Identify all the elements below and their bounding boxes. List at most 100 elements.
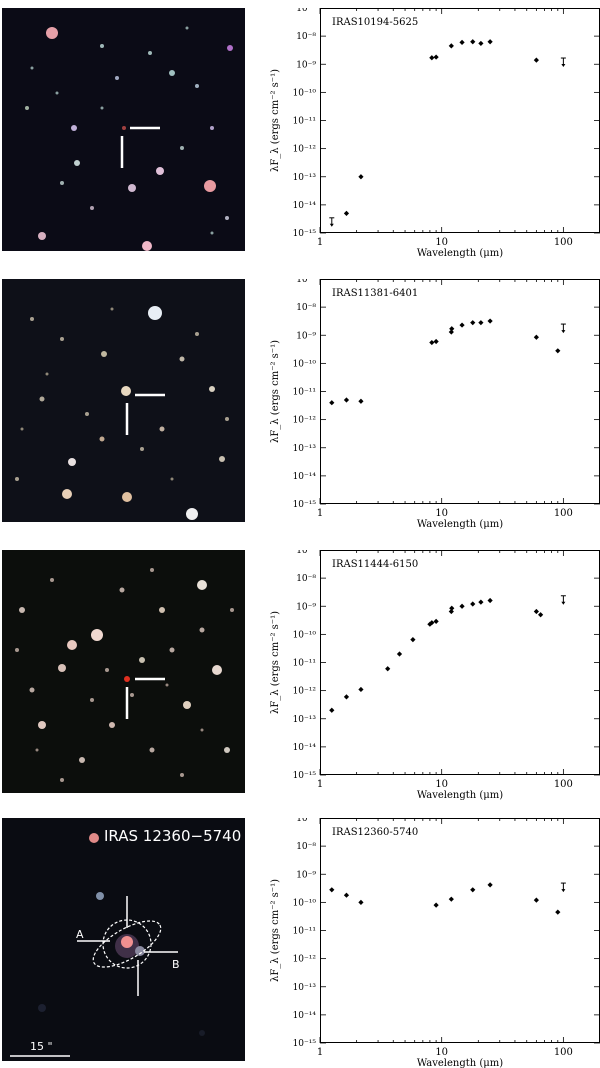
data-point — [343, 397, 350, 403]
data-point — [533, 608, 539, 615]
marker-label-a: A — [76, 928, 84, 941]
scale-label: 15 " — [30, 1040, 53, 1053]
y-tick-label: 10⁻¹¹ — [293, 117, 316, 127]
x-tick-label: 10 — [435, 508, 448, 519]
x-tick-label: 100 — [554, 779, 573, 790]
sed-plot-4: 1 10 100 10⁻¹⁵ 10⁻¹⁴ 10⁻¹³ 10⁻¹² 10⁻¹¹ 10⁻¹⁰ 10⁻⁹… — [270, 818, 600, 1068]
upper-limit-arrow — [561, 889, 566, 893]
y-tick-label: 10⁻⁹ — [296, 60, 316, 70]
y-tick-label: 10⁻¹² — [293, 955, 317, 965]
y-tick-label: 10⁻¹¹ — [293, 659, 316, 669]
x-axis-label: Wavelength (μm) — [417, 1058, 503, 1068]
y-tick-label: 10⁻¹² — [293, 416, 317, 426]
y-tick-label: 10⁻¹⁵ — [293, 771, 317, 781]
stars-2 — [15, 306, 229, 520]
plot-frame — [320, 550, 600, 775]
x-tick-label: 1 — [317, 779, 323, 790]
panel-row-4: IRAS 12360−5740 A B 15 " 1 10 100 10⁻¹⁵ 10⁻¹… — [0, 818, 600, 1068]
stars-3 — [15, 568, 234, 782]
y-axis-label: λF_λ (ergs cm⁻² s⁻¹) — [270, 879, 281, 982]
y-tick-label: 10⁻¹⁰ — [293, 88, 317, 98]
data-point — [533, 897, 539, 903]
data-point — [459, 603, 465, 609]
y-tick-label: 10⁻⁸ — [296, 574, 316, 584]
y-tick-label: 10⁻¹⁵ — [293, 229, 317, 239]
data-point — [343, 210, 350, 216]
x-axis-label: Wavelength (μm) — [417, 248, 503, 258]
data-point — [329, 400, 335, 406]
panel-row-3: 1 10 100 10⁻¹⁵ 10⁻¹⁴ 10⁻¹³ 10⁻¹² 10⁻¹¹ 10⁻¹⁰ 10⁻⁹… — [0, 550, 600, 800]
upper-limit-arrow — [561, 601, 566, 605]
plot-frame — [320, 279, 600, 504]
sky-image-1 — [2, 8, 245, 251]
y-tick-label: 10⁻⁹ — [296, 331, 316, 341]
x-tick-label: 10 — [435, 779, 448, 790]
data-point — [449, 326, 455, 332]
data-point — [555, 348, 561, 354]
data-point — [448, 896, 454, 902]
plot-frame — [320, 818, 600, 1043]
x-tick-label: 1 — [317, 237, 323, 248]
data-point — [449, 605, 455, 611]
data-point — [470, 601, 476, 607]
x-tick-label: 1 — [317, 508, 323, 519]
data-point — [448, 329, 454, 335]
y-tick-label: 10⁻⁹ — [296, 602, 316, 612]
data-point — [487, 882, 493, 888]
data-point — [459, 322, 465, 328]
y-axis-label: λF_λ (ergs cm⁻² s⁻¹) — [270, 340, 281, 443]
data-point — [470, 39, 476, 45]
data-point — [329, 887, 335, 893]
y-tick-label: 10⁻¹¹ — [293, 388, 316, 398]
data-point — [358, 686, 364, 693]
data-point — [459, 39, 465, 45]
data-point — [478, 320, 484, 326]
data-point — [433, 902, 439, 908]
x-tick-label: 10 — [435, 1047, 448, 1058]
data-point — [433, 618, 439, 624]
stars-4 — [38, 833, 205, 1036]
data-point — [487, 597, 493, 604]
sky-image-2 — [2, 279, 245, 522]
data-point — [478, 599, 484, 605]
y-tick-label: 10⁻¹³ — [293, 444, 317, 454]
data-point — [343, 694, 350, 700]
y-tick-label: 10⁻⁷ — [296, 8, 316, 14]
y-tick-label: 10⁻¹² — [293, 145, 317, 155]
y-tick-label: 10⁻¹⁴ — [293, 201, 317, 211]
sed-source-label: IRAS11381-6401 — [332, 288, 418, 299]
y-tick-label: 10⁻¹⁰ — [293, 359, 317, 369]
data-point — [533, 334, 539, 340]
data-point — [448, 43, 454, 49]
data-point — [343, 892, 350, 898]
data-point — [329, 707, 335, 713]
x-tick-label: 100 — [554, 1047, 573, 1058]
y-tick-label: 10⁻¹³ — [293, 983, 317, 993]
sed-source-label: IRAS10194-5625 — [332, 17, 418, 28]
y-tick-label: 10⁻¹⁵ — [293, 1039, 317, 1049]
y-tick-label: 10⁻¹³ — [293, 715, 317, 725]
data-point — [385, 666, 391, 672]
data-point — [470, 320, 476, 326]
y-axis-label: λF_λ (ergs cm⁻² s⁻¹) — [270, 69, 281, 172]
panel-row-1: 1 10 100 10⁻¹⁵ 10⁻¹⁴ 10⁻¹³ 10⁻¹² 10⁻¹¹ 10⁻¹⁰ 10⁻⁹… — [0, 8, 600, 258]
y-tick-label: 10⁻¹⁴ — [293, 1011, 317, 1021]
sed-plot-2: 1 10 100 10⁻¹⁵ 10⁻¹⁴ 10⁻¹³ 10⁻¹² 10⁻¹¹ 10⁻¹⁰ 10⁻⁹… — [270, 279, 600, 529]
x-tick-label: 100 — [554, 237, 573, 248]
data-point — [433, 54, 439, 60]
stars-1 — [25, 26, 233, 251]
y-axis-label: λF_λ (ergs cm⁻² s⁻¹) — [270, 611, 281, 714]
y-tick-label: 10⁻⁸ — [296, 303, 316, 313]
x-axis-label: Wavelength (μm) — [417, 519, 503, 529]
y-tick-label: 10⁻¹⁰ — [293, 630, 317, 640]
y-tick-label: 10⁻⁸ — [296, 842, 316, 852]
sed-plot-1: 1 10 100 10⁻¹⁵ 10⁻¹⁴ 10⁻¹³ 10⁻¹² 10⁻¹¹ 10⁻¹⁰ 10⁻⁹… — [270, 8, 600, 258]
y-tick-label: 10⁻¹⁴ — [293, 743, 317, 753]
data-point — [487, 318, 493, 324]
data-point — [538, 612, 544, 618]
y-tick-label: 10⁻⁷ — [296, 818, 316, 824]
y-tick-label: 10⁻⁷ — [296, 279, 316, 285]
data-point — [487, 39, 493, 45]
y-tick-label: 10⁻⁸ — [296, 32, 316, 42]
data-point — [410, 637, 416, 643]
